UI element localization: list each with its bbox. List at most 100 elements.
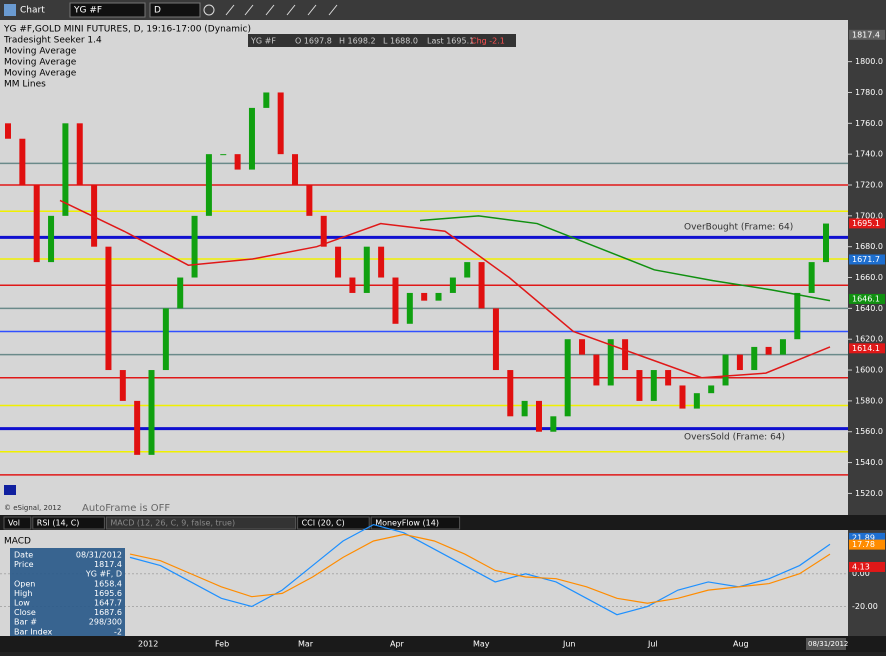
candle	[91, 185, 98, 247]
y-tick-label: 1640.0	[855, 304, 883, 313]
overbought-label: OverBought (Frame: 64)	[684, 223, 793, 233]
candle	[521, 400, 528, 417]
toolbar-icons[interactable]	[203, 4, 338, 16]
month-label: 2012	[138, 640, 158, 649]
dw-key: Open	[14, 579, 35, 588]
candle	[363, 246, 370, 293]
quote-items: YG #F O 1697.8 H 1698.2 L 1688.0 Last 1695.1…	[250, 37, 505, 46]
moving-average	[419, 215, 831, 302]
candle	[148, 370, 155, 455]
y-tick-label: 1720.0	[855, 181, 883, 190]
candle	[736, 354, 743, 371]
y-tick-label: 1560.0	[855, 427, 883, 436]
quote-item: Chg -2.1	[471, 37, 505, 46]
candle	[765, 346, 772, 355]
tab-label[interactable]: CCI (20, C)	[302, 519, 345, 528]
y-tick-label: 1680.0	[855, 242, 883, 251]
price-tag	[849, 29, 885, 40]
quote-item: L 1688.0	[383, 37, 418, 46]
candle	[48, 215, 55, 263]
macd-tag-label: 17.78	[852, 540, 875, 549]
dw-key: Bar #	[14, 618, 37, 627]
candle	[134, 400, 141, 455]
interval[interactable]: D	[154, 6, 161, 16]
month-label: Aug	[733, 640, 749, 649]
oversold-label: OversSold (Frame: 64)	[684, 433, 785, 443]
interval-box[interactable]	[149, 2, 201, 18]
y-tick-label: 1740.0	[855, 150, 883, 159]
candle	[421, 292, 428, 301]
candle	[392, 277, 399, 324]
candle	[722, 354, 729, 386]
time-axis	[0, 636, 886, 652]
month-label: Jun	[562, 640, 576, 649]
toolbar	[0, 0, 886, 20]
symbol-box[interactable]	[69, 2, 146, 18]
tab[interactable]	[105, 516, 297, 530]
candle	[622, 339, 629, 371]
chart-icon	[4, 4, 16, 16]
candle	[708, 385, 715, 394]
candle	[220, 154, 227, 156]
month-label: Mar	[298, 640, 314, 649]
tab-label[interactable]: RSI (14, C)	[37, 519, 80, 528]
time-labels: 2012 Feb Mar Apr May Jun Jul Aug 08/31/2012	[138, 638, 848, 650]
macd-tag	[849, 561, 885, 572]
y-tick-label: 1660.0	[855, 273, 883, 282]
candle	[665, 370, 672, 386]
candle	[449, 277, 456, 293]
price-tag	[849, 218, 885, 229]
tab[interactable]	[3, 516, 32, 530]
symbol[interactable]: YG #F	[73, 6, 102, 16]
dw-key: Bar Index	[14, 627, 53, 636]
macd-tag-label: 21.89	[852, 533, 875, 542]
candle	[349, 277, 356, 293]
candle	[478, 262, 485, 309]
candle	[5, 123, 11, 139]
candle	[823, 223, 829, 263]
tab-label[interactable]: Vol	[8, 519, 20, 528]
tab[interactable]	[370, 516, 461, 530]
candle	[277, 92, 284, 155]
candle	[320, 215, 327, 247]
y-tick-label: 1540.0	[855, 458, 883, 467]
candle	[105, 246, 112, 371]
dw-key: Date	[14, 551, 33, 560]
tab[interactable]	[32, 516, 105, 530]
study-name: Moving Average	[4, 69, 77, 79]
macd-tag	[849, 539, 885, 550]
quote-item: O 1697.8	[295, 37, 332, 46]
tab-label[interactable]: MoneyFlow (14)	[375, 519, 439, 528]
candle	[650, 370, 657, 401]
price-tag	[849, 293, 885, 304]
tab-label[interactable]: MACD (12, 26, C, 9, false, true)	[110, 519, 235, 528]
price-plot	[0, 20, 848, 515]
macd-tag	[849, 532, 885, 543]
tab[interactable]	[297, 516, 370, 530]
candle	[335, 246, 342, 278]
candle	[248, 107, 255, 170]
candle	[794, 292, 801, 340]
candle	[435, 292, 442, 301]
candle	[535, 400, 542, 432]
candle	[492, 308, 499, 371]
candle	[234, 154, 241, 170]
last-date: 08/31/2012	[808, 640, 848, 648]
price-tag-label: 1695.1	[852, 219, 880, 228]
macd-plot	[0, 530, 848, 636]
tabs: Vol RSI (14, C) MACD (12, 26, C, 9, false,…	[3, 516, 461, 530]
last-date-box	[806, 638, 846, 650]
candle	[593, 354, 600, 386]
study-name: Moving Average	[4, 58, 77, 68]
quote-item: YG #F	[250, 37, 276, 46]
candle	[751, 346, 758, 371]
month-label: Feb	[215, 640, 229, 649]
y-tick-label: 1780.0	[855, 88, 883, 97]
p-button[interactable]	[4, 485, 16, 495]
price-tag	[849, 254, 885, 265]
dw-value: 1647.7	[94, 599, 122, 608]
dw-value: 1687.6	[94, 608, 122, 617]
autoframe-label: AutoFrame is OFF	[82, 503, 170, 514]
